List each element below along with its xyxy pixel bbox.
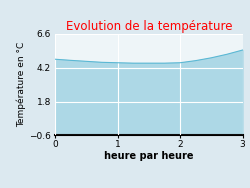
Title: Evolution de la température: Evolution de la température bbox=[66, 20, 232, 33]
X-axis label: heure par heure: heure par heure bbox=[104, 151, 194, 161]
Y-axis label: Température en °C: Température en °C bbox=[17, 42, 26, 127]
